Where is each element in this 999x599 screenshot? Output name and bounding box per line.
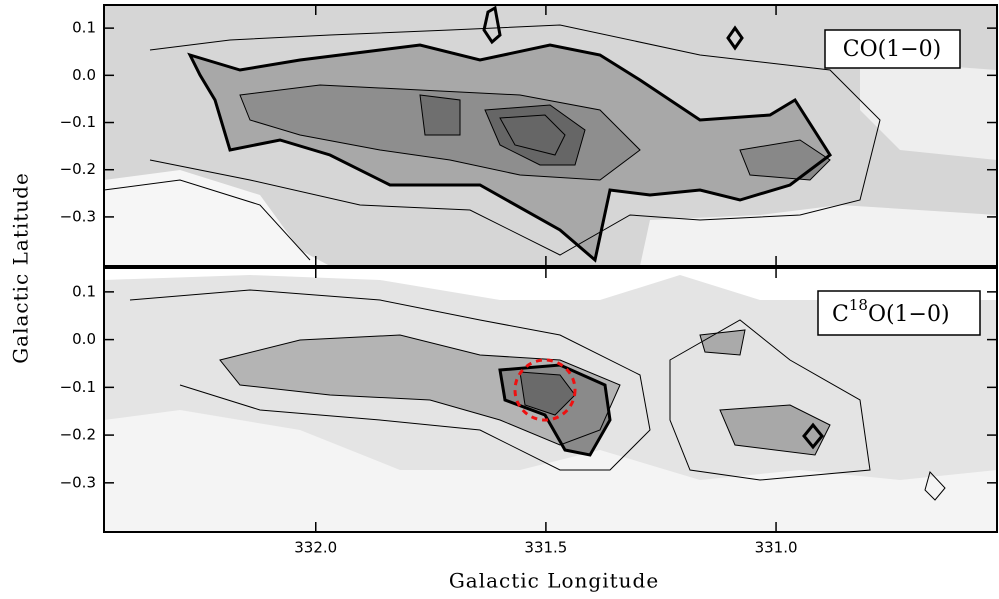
y-tick-label: −0.3 xyxy=(60,207,96,225)
annotation-sup: 18 xyxy=(849,296,868,314)
x-tick-label: 332.0 xyxy=(294,539,337,557)
y-tick-label: −0.3 xyxy=(60,473,96,491)
x-tick-label: 331.0 xyxy=(755,539,798,557)
y-tick-label: 0.1 xyxy=(72,19,96,37)
y-axis-label: Galactic Latitude xyxy=(9,172,33,364)
y-tick-label: −0.2 xyxy=(60,160,96,178)
annotation: C18O(1−0) xyxy=(832,296,950,327)
annotation-rest: O(1−0) xyxy=(868,302,950,327)
y-tick-label: −0.2 xyxy=(60,426,96,444)
y-tick-label: 0.1 xyxy=(72,282,96,300)
y-tick-label: −0.1 xyxy=(60,378,96,396)
annotation-base: C xyxy=(832,302,849,327)
x-axis-label: Galactic Longitude xyxy=(449,569,659,593)
y-tick-label: 0.0 xyxy=(72,66,96,84)
y-tick-label: 0.0 xyxy=(72,330,96,348)
annotation: CO(1−0) xyxy=(843,37,941,62)
y-tick-label: −0.1 xyxy=(60,113,96,131)
x-tick-label: 331.5 xyxy=(524,539,567,557)
